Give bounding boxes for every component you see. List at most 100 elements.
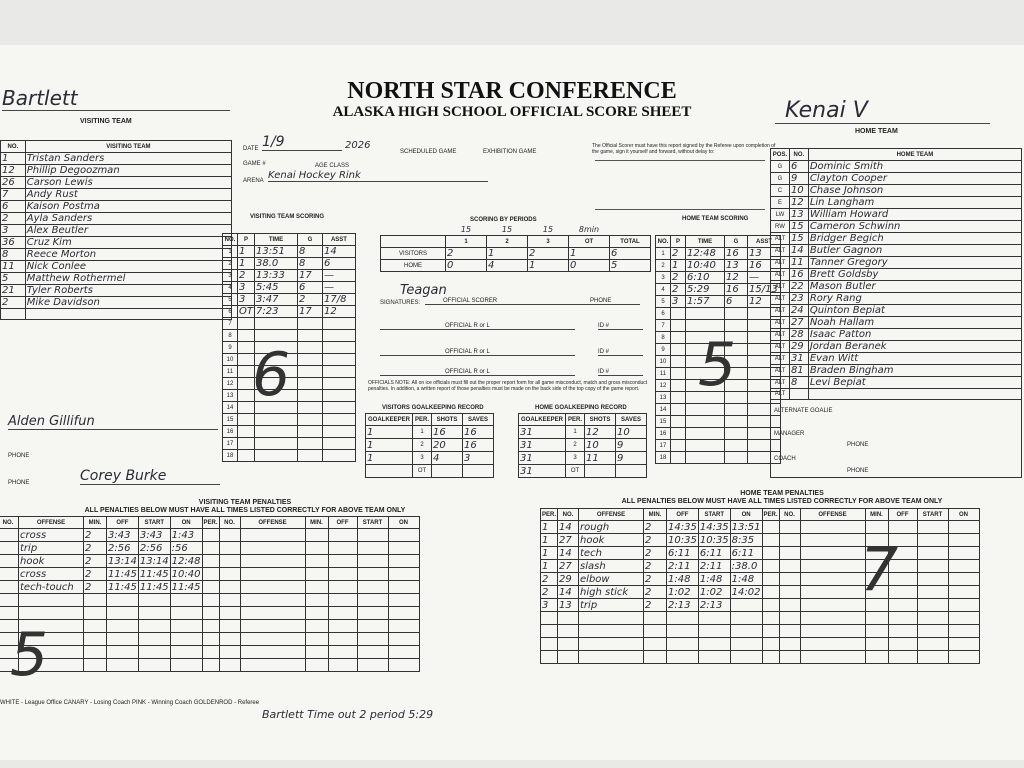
cell <box>724 427 748 440</box>
cell: 2 <box>83 580 108 594</box>
cell <box>18 593 85 607</box>
cell: 29 <box>557 572 580 586</box>
home-goalkeeping: GOALKEEPER PER. SHOTS SAVES 31 1 12 10 31 2 10 9 31 3… <box>518 413 647 478</box>
table-row: 36 Cruz Kim <box>0 236 233 249</box>
cell <box>947 650 980 664</box>
table-row: ALT 11 Tanner Gregory <box>770 256 1023 269</box>
cell: 2 <box>237 269 255 282</box>
table-row: 12 <box>222 377 356 390</box>
cell: Brett Goldsby <box>807 268 1023 281</box>
cell <box>947 585 980 599</box>
cell: 8 <box>222 329 238 342</box>
cell: 2 <box>539 585 559 599</box>
cell <box>685 403 725 416</box>
column-header: NO. <box>218 516 241 529</box>
column-header <box>380 235 446 248</box>
cell: 5 <box>222 293 238 306</box>
cell: 4 <box>222 281 238 294</box>
table-row: 5 3 3:47 2 17/8 <box>222 293 356 306</box>
cell: C <box>770 184 790 197</box>
cell: :56 <box>169 541 203 555</box>
cell <box>356 567 389 581</box>
cell <box>239 567 306 581</box>
table-row: 1 27 slash 2 2:11 2:11:38.0 <box>539 559 980 573</box>
table: NO. P TIME G ASST 1 2 12:48 16 13 2 1 10:40 13 16 3 2 6:1… <box>655 235 781 464</box>
cell: 2:11 <box>697 559 731 573</box>
cell: 17 <box>296 305 323 318</box>
cell <box>685 439 725 452</box>
table-row: 16 <box>655 427 781 440</box>
cell <box>327 554 358 568</box>
cell <box>643 624 668 638</box>
cell <box>670 403 686 416</box>
section-title: VISITING TEAM SCORING <box>250 214 325 220</box>
home-team-name: Kenai V <box>775 98 990 124</box>
column-header: START <box>356 516 389 529</box>
cell: 17 <box>222 437 238 450</box>
cell <box>916 546 949 560</box>
cell: 15 <box>788 232 809 245</box>
table-row: 11 Nick Conlee <box>0 260 233 273</box>
arena-label: ARENA <box>243 178 264 184</box>
column-header: MIN. <box>864 508 889 521</box>
table-row: 1 1 16 16 <box>365 425 494 439</box>
column-header: NO. <box>0 516 20 529</box>
cell <box>799 559 866 573</box>
cell: 2 <box>670 271 686 284</box>
section-title: HOME GOALKEEPING RECORD <box>535 405 627 411</box>
cell <box>304 593 329 607</box>
cell: 14 <box>557 585 580 599</box>
cell <box>304 567 329 581</box>
cell: Clayton Cooper <box>807 172 1023 185</box>
cell <box>947 572 980 586</box>
cell: 16 <box>462 438 494 452</box>
cell: 16 <box>724 247 748 260</box>
header-row: NO. VISITING TEAM <box>0 140 233 153</box>
cell <box>799 637 866 651</box>
cell <box>304 528 329 542</box>
cell <box>83 606 108 620</box>
cell <box>799 585 866 599</box>
table-row: 17 <box>222 437 356 450</box>
cell: 5 <box>655 295 671 308</box>
cell <box>761 520 780 534</box>
cell: 9 <box>788 172 809 185</box>
cell: OT <box>412 464 432 478</box>
cell <box>106 632 139 646</box>
cell: 3:43 <box>137 528 171 542</box>
cell <box>327 528 358 542</box>
cell <box>137 593 171 607</box>
cell <box>237 413 255 426</box>
cell: 2 <box>670 247 686 260</box>
cell <box>799 520 866 534</box>
column-header: 1 <box>445 235 487 248</box>
cell: 5:29 <box>685 283 725 296</box>
cell: 3:43 <box>106 528 139 542</box>
cell: slash <box>578 559 645 573</box>
cell: rough <box>578 520 645 534</box>
cell: 3 <box>0 224 26 237</box>
cell <box>0 554 20 568</box>
cell: ALT <box>770 232 790 245</box>
cell <box>685 307 725 320</box>
cell: 12:48 <box>169 554 203 568</box>
cell: 2 <box>296 293 323 306</box>
cell: 2 <box>412 438 432 452</box>
cell <box>666 637 699 651</box>
subtitle: ALASKA HIGH SCHOOL OFFICIAL SCORE SHEET <box>332 104 692 120</box>
cell: 2 <box>83 554 108 568</box>
cell: 11 <box>222 365 238 378</box>
cell: 10 <box>788 184 809 197</box>
header-row: PER.NO.OFFENSEMIN.OFFSTARTONPER.NO.OFFEN… <box>0 516 420 529</box>
cell: 4 <box>431 451 463 465</box>
cell <box>578 611 645 625</box>
cell: 6:11 <box>666 546 699 560</box>
table-row: 2 14 high stick 2 1:02 1:02 14:02 <box>539 585 980 599</box>
cell <box>201 645 220 659</box>
cell <box>778 520 801 534</box>
column-header: SAVES <box>615 413 647 426</box>
cell <box>356 606 389 620</box>
table-row: 14 <box>222 401 356 414</box>
table-row: 6 <box>655 307 781 320</box>
table-row <box>0 308 233 320</box>
